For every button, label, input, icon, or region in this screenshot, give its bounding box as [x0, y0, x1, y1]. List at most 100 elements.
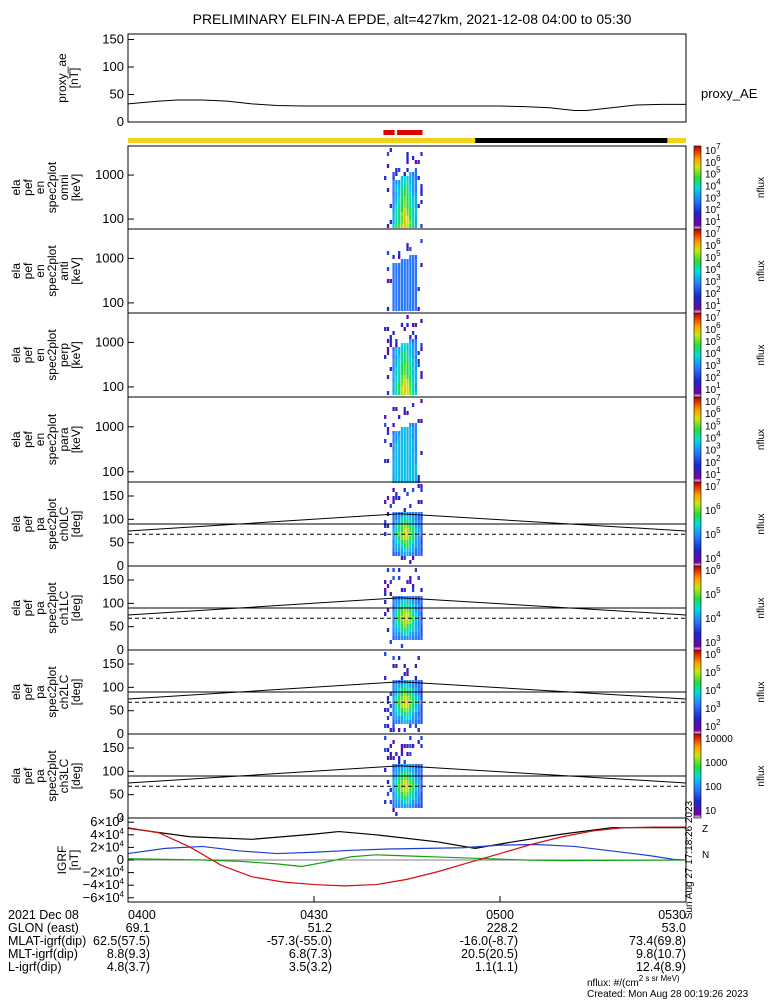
heatmap-cell [395, 208, 398, 212]
heatmap-cell [398, 728, 401, 732]
heatmap-cell [411, 772, 415, 776]
colorbar-strip [694, 687, 701, 688]
colorbar-strip [694, 568, 701, 569]
heatmap-cell [403, 520, 406, 524]
colorbar-strip [694, 358, 701, 359]
heatmap-cell [403, 439, 406, 443]
heatmap-cell [395, 459, 398, 463]
colorbar-strip [694, 574, 701, 575]
heatmap-cell [406, 315, 409, 319]
colorbar-strip [694, 527, 701, 528]
heatmap-cell [403, 728, 406, 732]
heatmap-cell [403, 688, 406, 692]
heatmap-cell [417, 160, 420, 164]
colorbar-tick-label: 103 [705, 357, 721, 372]
heatmap-cell [398, 716, 401, 720]
heatmap-cell [409, 544, 412, 548]
heatmap-cell [414, 608, 418, 612]
heatmap-cell [395, 604, 398, 608]
heatmap-cell [400, 612, 404, 616]
heatmap-cell [409, 359, 412, 363]
heatmap-cell [414, 339, 418, 343]
heatmap-cell [403, 291, 406, 295]
heatmap-cell [409, 212, 412, 216]
heatmap-cell [384, 676, 387, 680]
heatmap-cell [406, 383, 409, 387]
colorbar-strip [694, 587, 701, 588]
colorbar-strip [694, 156, 701, 157]
heatmap-cell [398, 704, 401, 708]
heatmap-cell [420, 224, 423, 228]
colorbar-strip [694, 663, 701, 664]
heatmap-cell [409, 447, 412, 451]
colorbar-strip [694, 664, 701, 665]
heatmap-cell [406, 220, 409, 224]
colorbar-strip [694, 178, 701, 179]
heatmap-cell [411, 255, 415, 259]
y-tick-label: 50 [110, 787, 124, 802]
heatmap-cell [414, 351, 418, 355]
colorbar-strip [694, 323, 701, 324]
colorbar-strip [694, 438, 701, 439]
colorbar-strip [694, 325, 701, 326]
colorbar-strip [694, 716, 701, 717]
heatmap-cell [406, 784, 409, 788]
heatmap-cell [400, 259, 404, 263]
colorbar-strip [694, 498, 701, 499]
colorbar-strip [694, 656, 701, 657]
heatmap-cell [395, 788, 398, 792]
heatmap-cell [392, 628, 395, 632]
heatmap-cell [411, 588, 415, 592]
heatmap-cell [400, 752, 404, 756]
y-label-line: ela [9, 768, 23, 784]
heatmap-cell [411, 367, 415, 371]
heatmap-cell [400, 776, 404, 780]
heatmap-cell [406, 600, 409, 604]
heatmap-cell [395, 351, 398, 355]
colorbar-strip [694, 613, 701, 614]
heatmap-cell [400, 528, 404, 532]
colorbar-strip [694, 458, 701, 459]
heatmap-cell [411, 287, 415, 291]
colorbar-strip [694, 794, 701, 795]
heatmap-cell [420, 588, 423, 592]
heatmap-cell [398, 415, 401, 419]
colorbar-strip [694, 692, 701, 693]
colorbar-strip [694, 386, 701, 387]
colorbar-strip [694, 605, 701, 606]
heatmap-cell [411, 804, 415, 808]
heatmap-cell [409, 196, 412, 200]
heatmap-cell [400, 788, 404, 792]
colorbar-strip [694, 354, 701, 355]
heatmap-cell [400, 692, 404, 696]
colorbar-strip [694, 259, 701, 260]
heatmap-cell [386, 347, 390, 351]
heatmap-cell [420, 500, 423, 504]
heatmap-cell [409, 339, 412, 343]
heatmap-cell [398, 299, 401, 303]
colorbar-strip [694, 615, 701, 616]
colorbar-strip [694, 396, 701, 397]
colorbar-strip [694, 471, 701, 472]
heatmap-cell [406, 224, 409, 228]
heatmap-cell [386, 792, 390, 796]
heatmap-cell [406, 351, 409, 355]
heatmap-cell [395, 204, 398, 208]
heatmap-cell [395, 712, 398, 716]
heatmap-cell [417, 540, 420, 544]
colorbar-strip [694, 306, 701, 307]
heatmap-cell [395, 620, 398, 624]
loss-cone-line [127, 681, 687, 700]
colorbar-strip [694, 595, 701, 596]
heatmap-cell [414, 720, 418, 724]
heatmap-cell [411, 275, 415, 279]
heatmap-cell [395, 684, 398, 688]
heatmap-cell [409, 387, 412, 391]
colorbar-strip [694, 770, 701, 771]
heatmap-cell [414, 359, 418, 363]
colorbar-strip [694, 226, 701, 227]
colorbar-strip [694, 209, 701, 210]
heatmap-cell [414, 323, 418, 327]
colorbar-strip [694, 369, 701, 370]
